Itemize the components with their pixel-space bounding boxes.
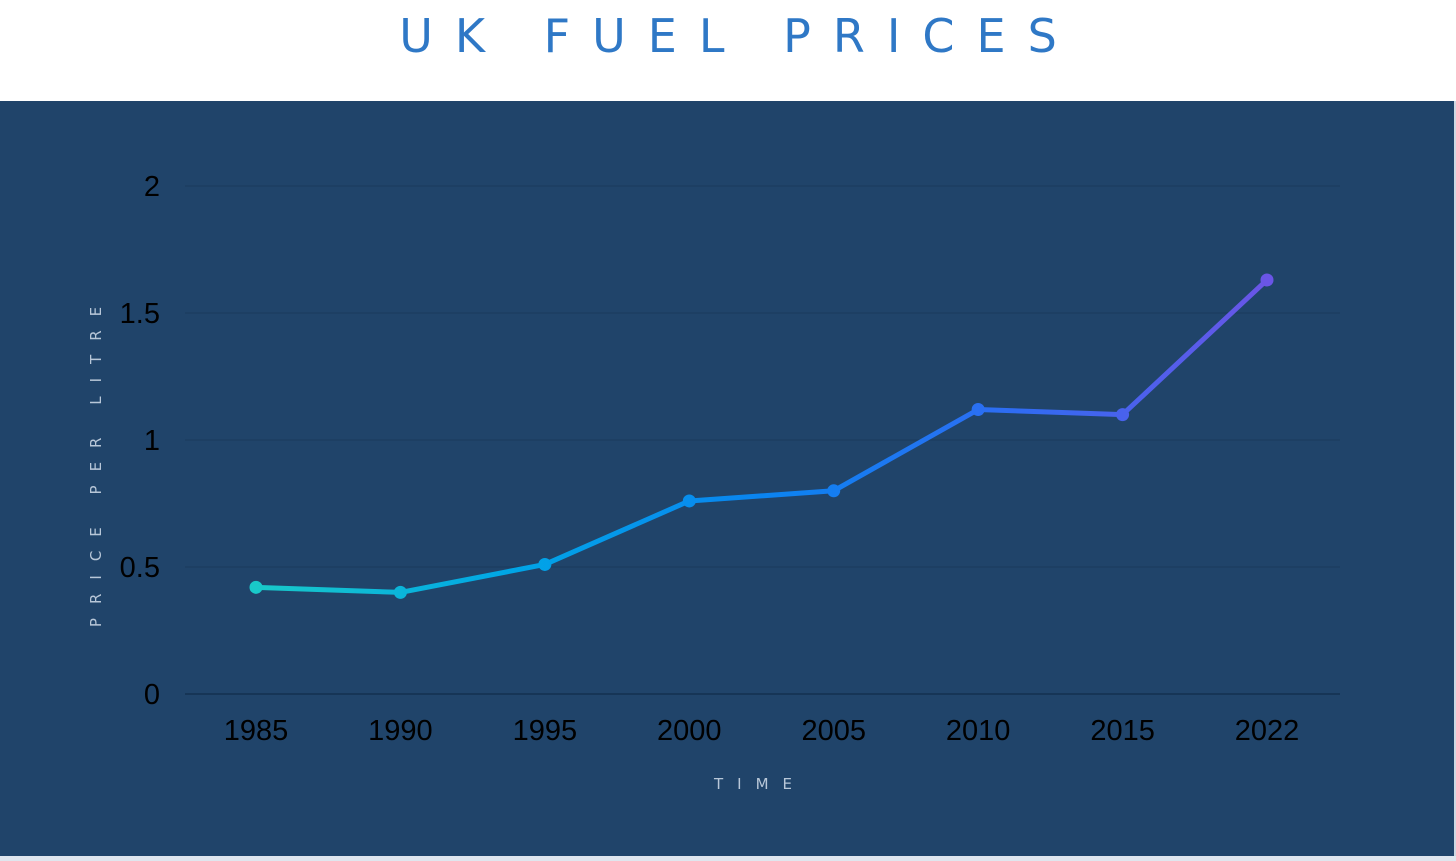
x-tick-label: 2005: [801, 715, 866, 747]
y-axis-title: PRICE PER LITRE: [87, 293, 105, 627]
y-tick-label: 2: [144, 171, 160, 203]
panel-edge: [1454, 101, 1456, 856]
y-axis-ticks: 0 0.5 1 1.5 2: [120, 171, 160, 711]
x-axis-title: TIME: [713, 775, 806, 793]
data-point: [971, 403, 985, 417]
page-title: UK FUEL PRICES: [399, 9, 1079, 63]
series-group: [253, 277, 1270, 595]
x-axis-ticks: 1985 1990 1995 2000 2005 2010 2015 2022: [224, 715, 1300, 747]
header: UK FUEL PRICES: [0, 0, 1456, 101]
data-point: [1260, 273, 1274, 287]
series-line: [253, 277, 1270, 595]
data-points: [249, 273, 1274, 599]
x-tick-label: 2022: [1235, 715, 1300, 747]
x-tick-label: 1985: [224, 715, 289, 747]
data-point: [538, 557, 552, 571]
data-point: [1116, 408, 1130, 422]
y-tick-label: 0.5: [120, 552, 160, 584]
x-tick-label: 1995: [513, 715, 578, 747]
x-tick-label: 1990: [368, 715, 433, 747]
data-point: [682, 494, 696, 508]
x-tick-label: 2000: [657, 715, 722, 747]
bottom-strip: [0, 856, 1456, 861]
x-tick-label: 2010: [946, 715, 1011, 747]
data-point: [827, 484, 841, 498]
y-tick-label: 0: [144, 679, 160, 711]
y-tick-label: 1: [144, 425, 160, 457]
gridlines: [185, 185, 1340, 695]
data-point: [393, 585, 407, 599]
chart-panel: [0, 101, 1454, 856]
x-tick-label: 2015: [1090, 715, 1155, 747]
data-point: [249, 580, 263, 594]
y-tick-label: 1.5: [120, 298, 160, 330]
